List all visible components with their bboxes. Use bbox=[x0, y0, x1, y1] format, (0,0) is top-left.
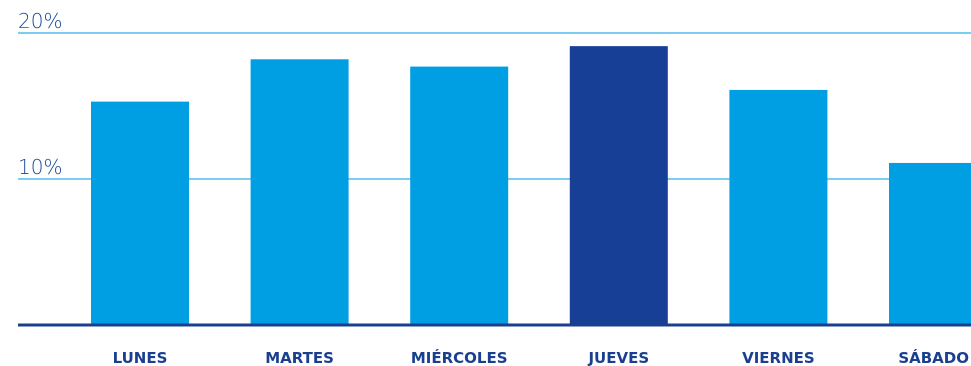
category-labels: LUNES MARTES MIÉRCOLES JUEVES VIERNES SÁBADO bbox=[113, 348, 969, 366]
y-tick-label: 20% bbox=[18, 9, 62, 33]
bar-viernes bbox=[729, 89, 828, 325]
category-label: LUNES bbox=[113, 349, 168, 366]
bar-jueves bbox=[569, 46, 668, 325]
bar-miércoles bbox=[410, 66, 509, 325]
category-label: JUEVES bbox=[587, 349, 649, 366]
category-label: VIERNES bbox=[742, 349, 815, 366]
y-tick-labels: 10% 20% bbox=[18, 9, 62, 179]
bar-sábado bbox=[889, 162, 971, 325]
category-label: MARTES bbox=[265, 349, 334, 366]
category-label: SÁBADO bbox=[898, 348, 969, 366]
bars bbox=[91, 46, 971, 326]
category-label: MIÉRCOLES bbox=[411, 348, 508, 366]
y-tick-label: 10% bbox=[18, 155, 62, 179]
bar-lunes bbox=[91, 101, 189, 326]
bar-martes bbox=[250, 59, 349, 325]
